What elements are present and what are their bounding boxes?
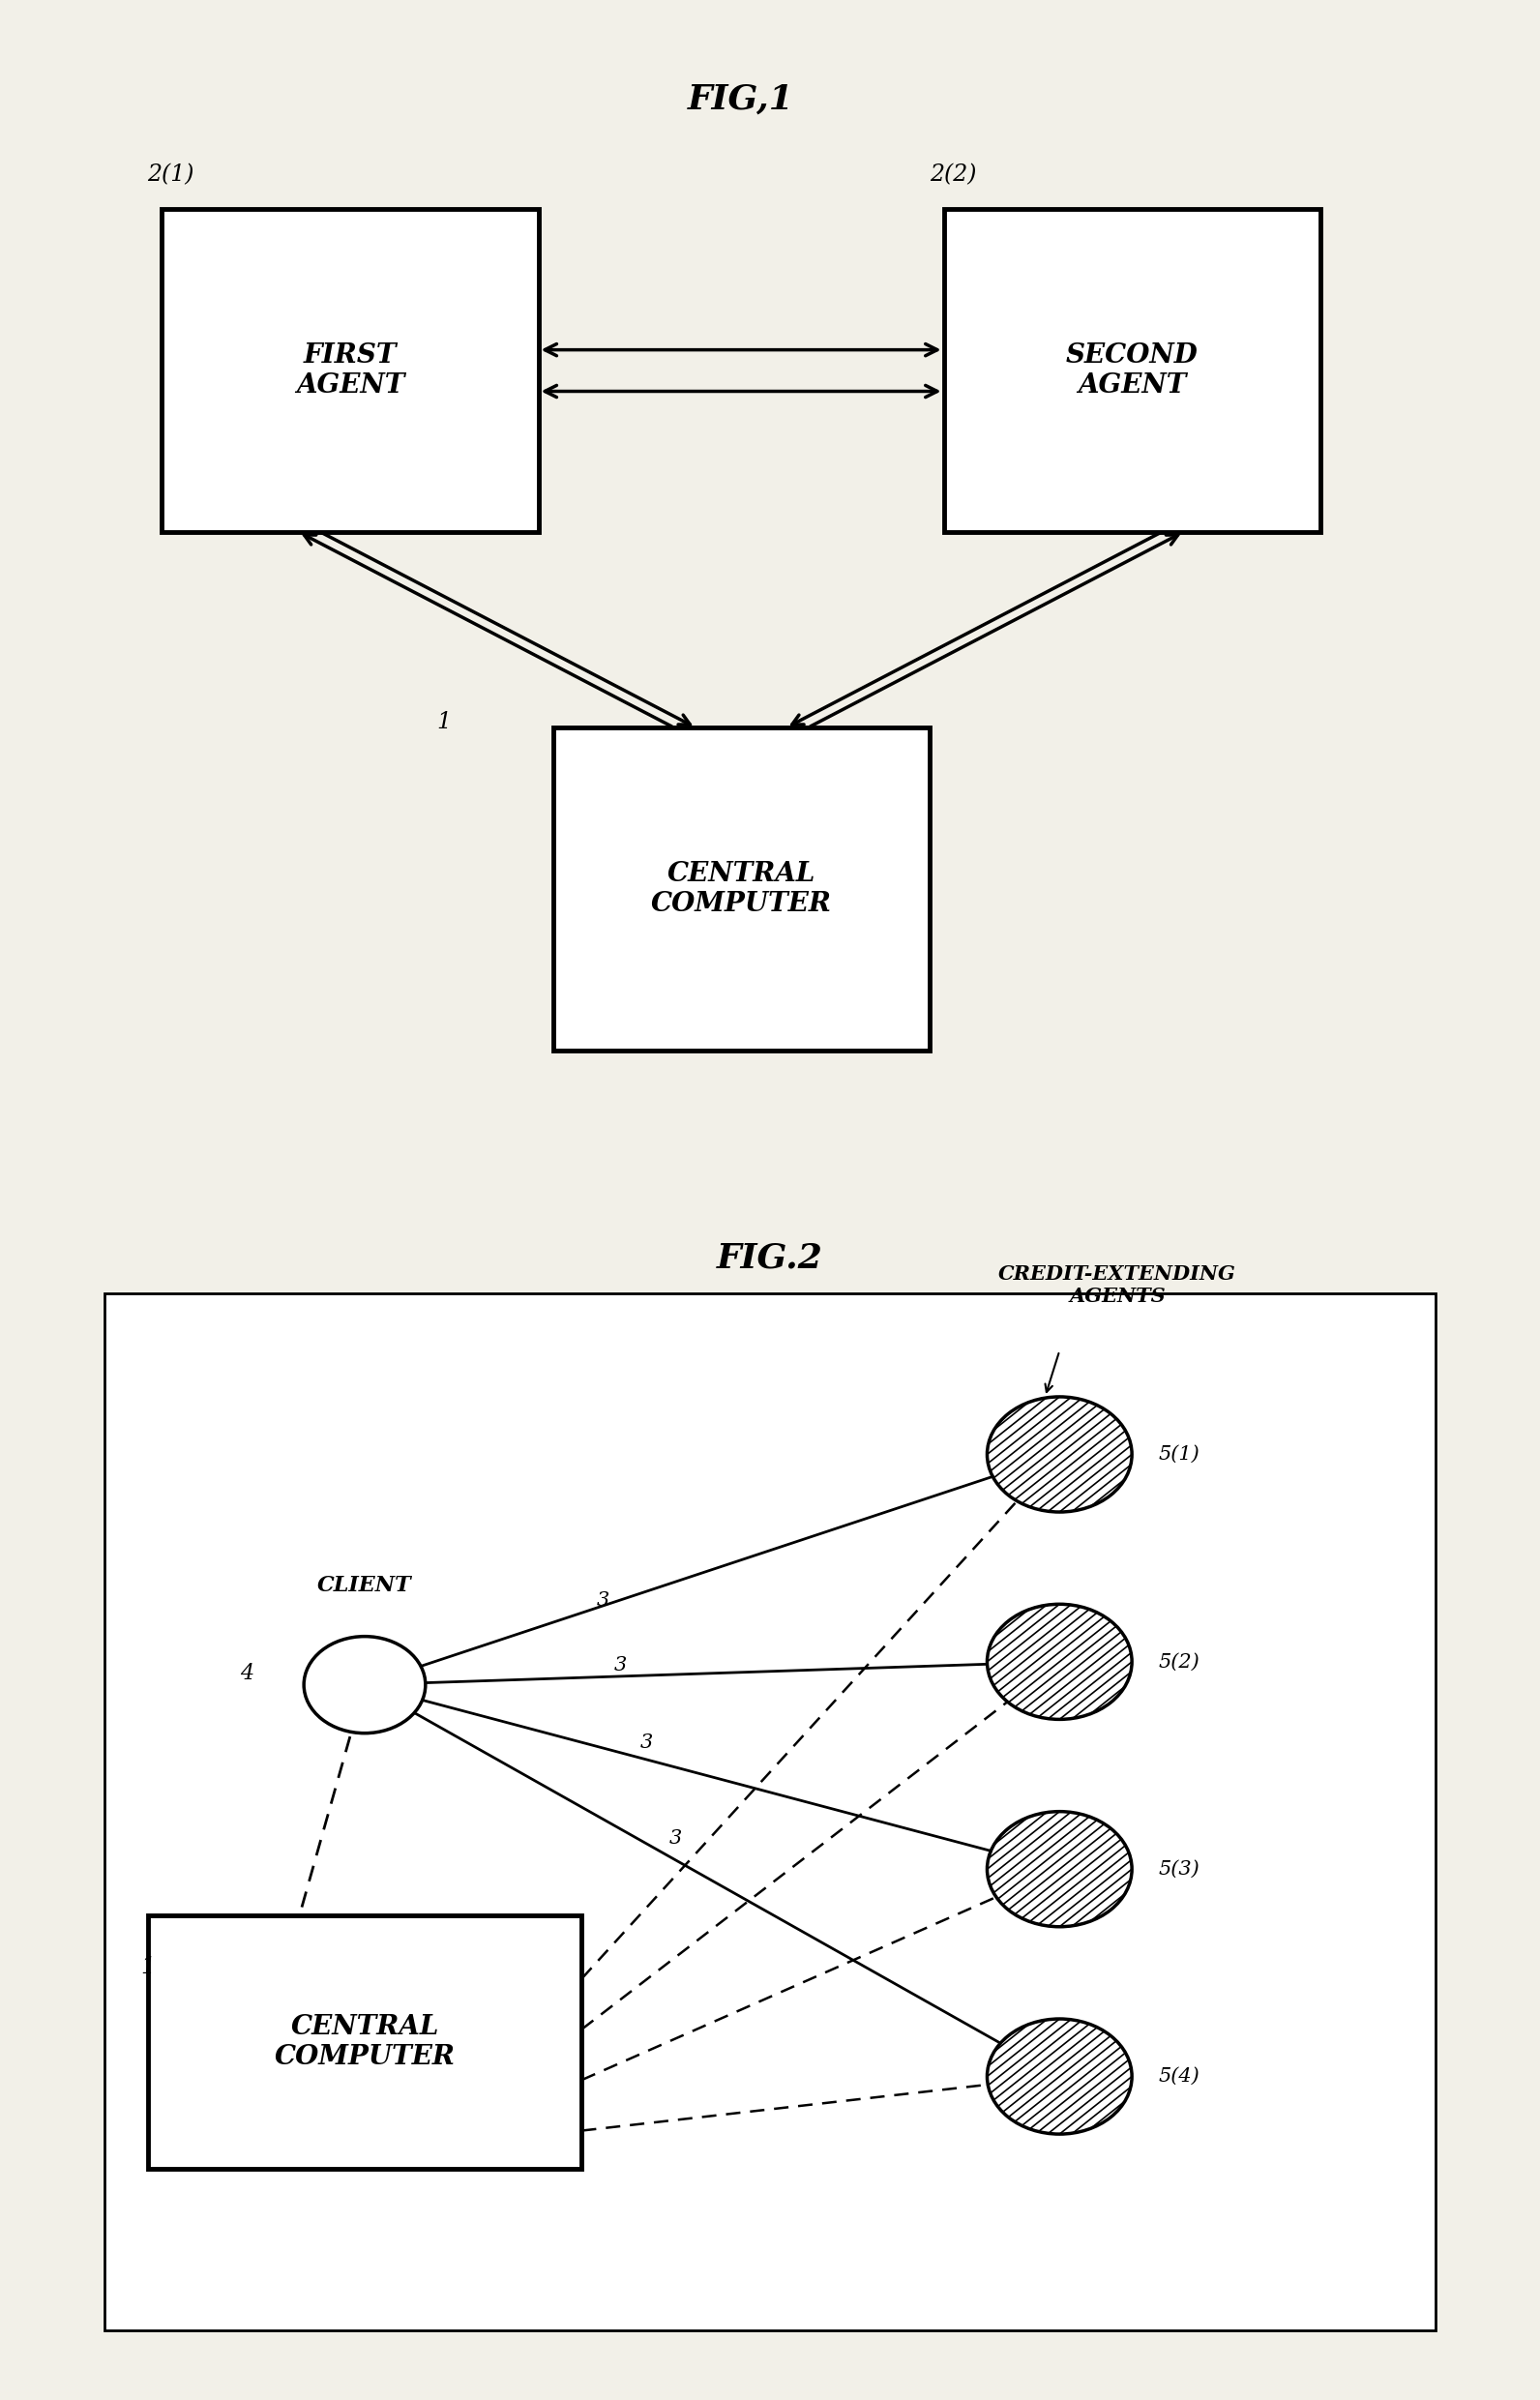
Text: 1: 1 xyxy=(437,710,451,734)
Text: 5(3): 5(3) xyxy=(1158,1860,1200,1879)
Text: FIG.2: FIG.2 xyxy=(716,1241,824,1274)
Text: 3: 3 xyxy=(641,1733,653,1752)
Text: 1: 1 xyxy=(140,1956,156,1978)
Text: 3: 3 xyxy=(598,1591,610,1610)
Text: SECOND
AGENT: SECOND AGENT xyxy=(1066,343,1198,398)
FancyBboxPatch shape xyxy=(162,209,539,533)
Text: 2(2): 2(2) xyxy=(929,163,976,187)
Text: 3: 3 xyxy=(613,1656,627,1675)
Text: 4: 4 xyxy=(240,1663,253,1685)
Text: 5(2): 5(2) xyxy=(1158,1654,1200,1670)
Circle shape xyxy=(303,1637,425,1733)
Circle shape xyxy=(987,1812,1132,1927)
Text: CLIENT: CLIENT xyxy=(317,1574,411,1596)
Text: FIRST
AGENT: FIRST AGENT xyxy=(296,343,405,398)
FancyBboxPatch shape xyxy=(105,1294,1435,2330)
Circle shape xyxy=(987,1397,1132,1512)
Text: CENTRAL
COMPUTER: CENTRAL COMPUTER xyxy=(274,2014,456,2071)
Circle shape xyxy=(987,2018,1132,2134)
Text: 3: 3 xyxy=(670,1829,682,1848)
Circle shape xyxy=(987,1603,1132,1718)
Text: CREDIT-EXTENDING
AGENTS: CREDIT-EXTENDING AGENTS xyxy=(998,1265,1237,1306)
Text: FIG,1: FIG,1 xyxy=(688,82,795,115)
Text: 5(4): 5(4) xyxy=(1158,2066,1200,2086)
Text: 5(1): 5(1) xyxy=(1158,1445,1200,1464)
FancyBboxPatch shape xyxy=(944,209,1320,533)
Text: 2(1): 2(1) xyxy=(148,163,194,187)
Text: CENTRAL
COMPUTER: CENTRAL COMPUTER xyxy=(650,862,832,917)
FancyBboxPatch shape xyxy=(553,727,929,1051)
FancyBboxPatch shape xyxy=(148,1915,582,2170)
